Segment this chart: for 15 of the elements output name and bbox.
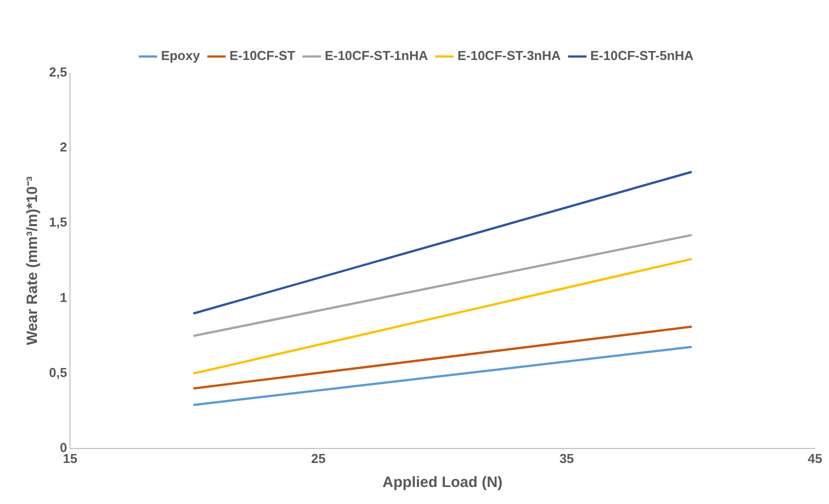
x-tick-label: 35 (559, 450, 574, 466)
y-tick-label: 0,5 (48, 364, 68, 380)
y-tick-label: 2 (60, 140, 68, 155)
x-axis-title: Applied Load (N) (382, 474, 503, 492)
legend-label: E-10CF-ST-1nHA (324, 48, 429, 64)
y-tick-label: 1,5 (48, 214, 68, 230)
legend-label: E-10CF-ST-3nHA (457, 48, 562, 64)
x-tick-label: 45 (808, 450, 822, 466)
legend-label: E-10CF-ST (229, 48, 296, 64)
legend-label: Epoxy (160, 48, 201, 64)
y-tick-label: 1 (60, 290, 68, 305)
y-axis-title: Wear Rate (mm³/m)*10⁻³ (24, 176, 42, 346)
legend-label: E-10CF-ST-5nHA (590, 48, 694, 64)
y-tick-label: 2,5 (48, 64, 68, 80)
x-tick-label: 25 (311, 450, 326, 466)
